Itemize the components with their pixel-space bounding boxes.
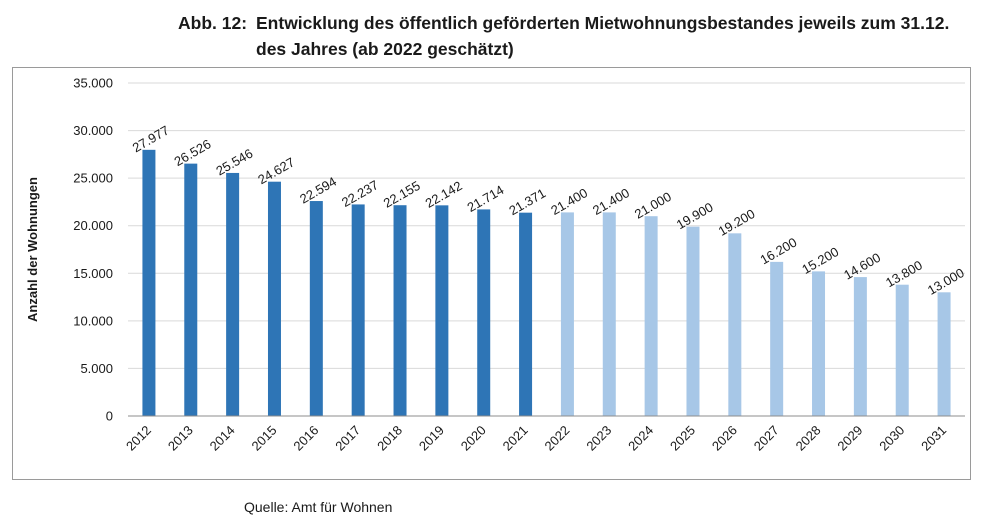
bar [267,181,281,416]
y-tick-label: 20.000 [73,218,113,233]
bar [770,261,784,416]
y-tick-label: 30.000 [73,123,113,138]
x-tick-label: 2019 [416,423,447,454]
bar [644,216,658,416]
x-tick-label: 2027 [751,423,782,454]
bar [477,209,491,416]
x-tick-label: 2012 [123,423,154,454]
bar [435,205,449,416]
y-tick-label: 10.000 [73,313,113,328]
x-tick-label: 2024 [625,423,656,454]
title-line-2: des Jahres (ab 2022 geschätzt) [256,39,514,59]
bar [184,163,198,416]
x-tick-label: 2028 [793,423,824,454]
x-tick-label: 2014 [207,423,238,454]
bar [686,226,700,416]
bar [812,271,826,416]
bar [728,233,742,416]
bar [351,204,365,416]
source-note: Quelle: Amt für Wohnen [244,499,393,515]
bar [560,212,574,416]
x-tick-label: 2017 [332,423,363,454]
x-tick-label: 2023 [583,423,614,454]
y-tick-label: 15.000 [73,266,113,281]
x-tick-label: 2025 [667,423,698,454]
x-tick-label: 2031 [918,423,949,454]
title-line-1: Entwicklung des öffentlich geförderten M… [256,13,950,33]
bar [142,149,156,416]
x-tick-label: 2018 [374,423,405,454]
bar [393,205,407,416]
x-tick-label: 2026 [709,423,740,454]
x-tick-label: 2015 [249,423,280,454]
y-tick-label: 35.000 [73,76,113,91]
bar [602,212,616,416]
x-tick-label: 2030 [876,423,907,454]
bar [895,284,909,416]
bar [309,201,323,416]
x-tick-label: 2016 [290,423,321,454]
y-tick-label: 5.000 [80,361,113,376]
x-tick-label: 2029 [834,423,865,454]
x-tick-label: 2021 [500,423,531,454]
bar [853,277,867,416]
bar [519,212,533,416]
x-tick-label: 2022 [541,423,572,454]
figure-number: Abb. 12: [178,13,248,33]
bar [937,292,951,416]
bar [226,172,240,416]
y-tick-label: 25.000 [73,171,113,186]
x-tick-label: 2020 [458,423,489,454]
y-axis-title: Anzahl der Wohnungen [25,177,40,322]
chart-title: Abb. 12: Entwicklung des öffentlich gefö… [178,10,949,62]
chart-frame [12,67,971,480]
x-tick-label: 2013 [165,423,196,454]
y-tick-label: 0 [106,409,113,424]
